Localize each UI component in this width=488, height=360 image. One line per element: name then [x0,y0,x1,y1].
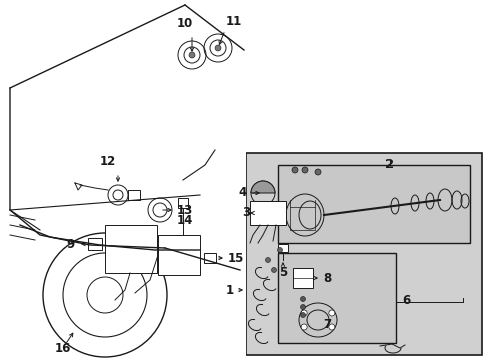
Text: 13: 13 [177,203,193,216]
Circle shape [215,45,221,51]
Circle shape [277,248,282,252]
Wedge shape [250,181,274,193]
Circle shape [291,167,297,173]
Bar [0,0,245,360]
Circle shape [328,324,334,330]
Text: 11: 11 [225,15,242,28]
Text: 12: 12 [100,155,116,168]
Circle shape [265,257,270,262]
Circle shape [301,310,306,316]
Text: 3: 3 [242,207,249,220]
Bar [249,201,285,225]
Bar [88,238,102,250]
Bar [178,198,187,208]
Circle shape [300,305,305,310]
Text: 6: 6 [401,293,409,306]
Text: 2: 2 [385,158,394,171]
Bar [278,244,287,252]
Circle shape [328,310,334,316]
Text: 1: 1 [225,284,234,297]
Bar [128,190,140,200]
Text: 10: 10 [177,17,193,30]
Text: 4: 4 [238,186,246,199]
Bar [105,225,157,273]
Bar [278,165,469,243]
Circle shape [314,169,320,175]
Circle shape [300,312,305,318]
Text: 8: 8 [323,271,330,284]
Text: 9: 9 [67,238,75,251]
Bar [203,253,216,263]
Circle shape [301,324,306,330]
Circle shape [302,167,307,173]
Text: 7: 7 [323,319,330,332]
Circle shape [300,297,305,302]
Bar [245,153,481,355]
Circle shape [271,267,276,273]
Text: 5: 5 [278,266,286,279]
Text: 16: 16 [55,342,71,355]
Bar [158,235,200,275]
Text: 15: 15 [227,252,244,265]
Text: 14: 14 [177,213,193,226]
Bar [292,268,312,288]
Circle shape [189,52,195,58]
Bar [278,253,395,343]
